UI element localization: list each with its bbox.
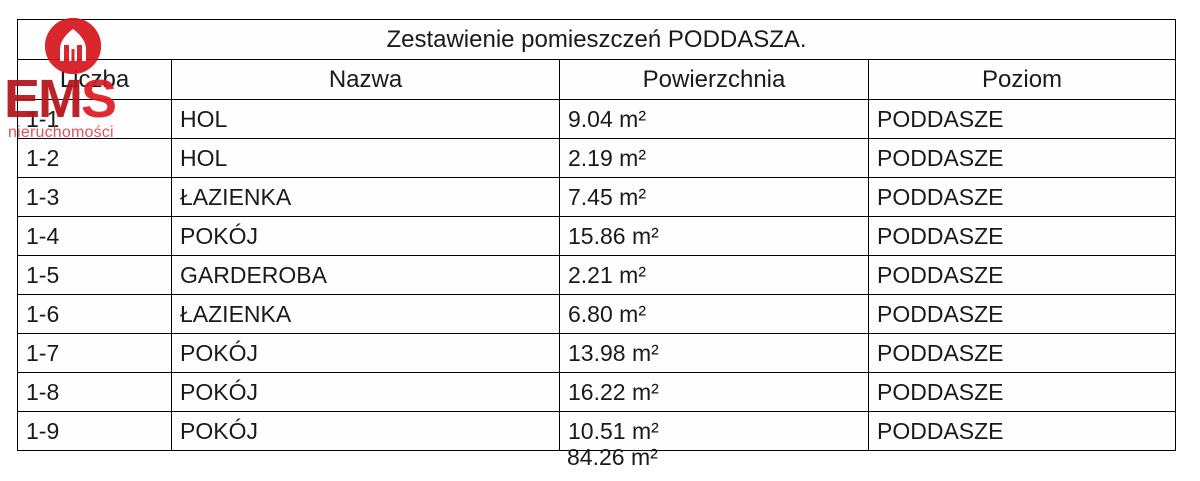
cell-nazwa: ŁAZIENKA — [171, 294, 560, 334]
cell-nazwa: ŁAZIENKA — [171, 177, 560, 217]
cell-nazwa: GARDEROBA — [171, 255, 560, 295]
column-header-powierzchnia: Powierzchnia — [559, 59, 869, 100]
page-title: Zestawienie pomieszczeń PODDASZA. — [16, 19, 1177, 60]
column-header-nazwa: Nazwa — [171, 59, 560, 100]
cell-poziom: PODDASZE — [867, 372, 1177, 412]
cell-poziom: PODDASZE — [867, 333, 1177, 373]
table-row: 1-6 ŁAZIENKA 6.80 m² PODDASZE — [17, 294, 1177, 334]
cell-nazwa: HOL — [171, 138, 560, 178]
table-row: 1-5 GARDEROBA 2.21 m² PODDASZE — [17, 255, 1177, 295]
cell-liczba: 1-8 — [17, 372, 172, 412]
cell-nazwa: POKÓJ — [171, 372, 560, 412]
table-row: 1-3 ŁAZIENKA 7.45 m² PODDASZE — [17, 177, 1177, 217]
cell-powierzchnia: 10.51 m² — [559, 411, 869, 451]
cell-poziom: PODDASZE — [867, 216, 1177, 256]
table-row: 1-2 HOL 2.19 m² PODDASZE — [17, 138, 1177, 178]
cell-poziom: PODDASZE — [867, 255, 1177, 295]
cell-liczba: 1-9 — [17, 411, 172, 451]
cell-liczba: 1-1 — [17, 99, 172, 139]
cell-powierzchnia: 15.86 m² — [559, 216, 869, 256]
cell-poziom: PODDASZE — [867, 411, 1177, 451]
cell-powierzchnia: 7.45 m² — [559, 177, 869, 217]
cell-powierzchnia: 2.19 m² — [559, 138, 869, 178]
cell-powierzchnia: 13.98 m² — [559, 333, 869, 373]
cell-nazwa: POKÓJ — [171, 216, 560, 256]
cell-nazwa: POKÓJ — [171, 411, 560, 451]
cell-liczba: 1-4 — [17, 216, 172, 256]
table-row: 1-4 POKÓJ 15.86 m² PODDASZE — [17, 216, 1177, 256]
table-header-row: Liczba Nazwa Powierzchnia Poziom — [17, 59, 1177, 100]
cell-poziom: PODDASZE — [867, 138, 1177, 178]
table-row: 1-9 POKÓJ 10.51 m² PODDASZE — [17, 411, 1177, 451]
table-row: 1-8 POKÓJ 16.22 m² PODDASZE — [17, 372, 1177, 412]
cell-nazwa: HOL — [171, 99, 560, 139]
cell-powierzchnia: 2.21 m² — [559, 255, 869, 295]
cell-poziom: PODDASZE — [867, 294, 1177, 334]
cell-poziom: PODDASZE — [867, 177, 1177, 217]
table-title-row: Zestawienie pomieszczeń PODDASZA. — [16, 19, 1177, 60]
cell-powierzchnia: 16.22 m² — [559, 372, 869, 412]
room-schedule-table: Zestawienie pomieszczeń PODDASZA. Liczba… — [16, 19, 1177, 451]
cell-powierzchnia: 6.80 m² — [559, 294, 869, 334]
column-header-liczba: Liczba — [17, 59, 172, 100]
cell-poziom: PODDASZE — [867, 99, 1177, 139]
total-area-value: 84.26 m² — [567, 444, 658, 470]
cell-liczba: 1-7 — [17, 333, 172, 373]
cell-liczba: 1-6 — [17, 294, 172, 334]
table-row: 1-7 POKÓJ 13.98 m² PODDASZE — [17, 333, 1177, 373]
cell-nazwa: POKÓJ — [171, 333, 560, 373]
column-header-poziom: Poziom — [867, 59, 1177, 100]
cell-liczba: 1-3 — [17, 177, 172, 217]
table-row: 1-1 HOL 9.04 m² PODDASZE — [17, 99, 1177, 139]
cell-liczba: 1-5 — [17, 255, 172, 295]
cell-powierzchnia: 9.04 m² — [559, 99, 869, 139]
cell-liczba: 1-2 — [17, 138, 172, 178]
